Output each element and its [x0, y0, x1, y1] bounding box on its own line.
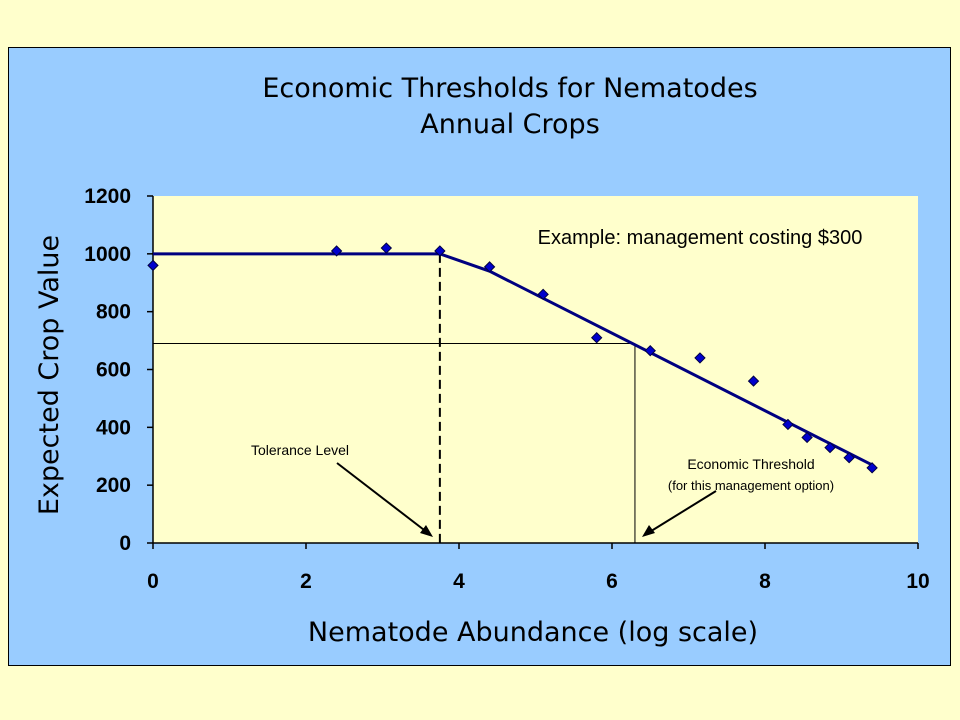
data-point-5 [537, 288, 549, 301]
y-tick-label: 400 [96, 416, 131, 439]
x-tick-label: 8 [759, 570, 771, 593]
tolerance-label: Tolerance Level [251, 442, 349, 458]
y-tick-label: 200 [96, 474, 131, 497]
chart-title: Economic Thresholds for Nematodes [262, 73, 757, 104]
data-point-2 [380, 242, 393, 254]
y-axis-title: Expected Crop Value [34, 235, 65, 515]
annotation-arrows [336, 462, 717, 537]
data-point-14 [866, 462, 878, 474]
tolerance-arrow [336, 462, 429, 534]
y-tick-label: 0 [119, 532, 131, 555]
data-point-12 [824, 441, 836, 454]
chart-subtitle: Annual Crops [420, 109, 600, 140]
y-tick-label: 800 [96, 301, 131, 324]
example-annotation: Example: management costing $300 [538, 227, 863, 249]
y-tick-label: 1000 [84, 243, 131, 266]
data-point-4 [483, 261, 496, 273]
data-point-10 [782, 418, 794, 431]
data-point-1 [330, 245, 343, 257]
data-point-11 [801, 431, 813, 444]
y-tick-label: 600 [96, 359, 131, 382]
threshold-arrowhead-icon [642, 525, 655, 537]
threshold-note: (for this management option) [668, 478, 834, 493]
threshold-label: Economic Threshold [687, 456, 814, 472]
x-axis-title: Nematode Abundance (log scale) [308, 617, 758, 648]
x-tick-label: 2 [300, 570, 312, 593]
data-point-13 [843, 451, 855, 464]
data-point-0 [147, 259, 159, 272]
threshold-arrow [647, 490, 717, 534]
data-point-7 [644, 344, 656, 357]
data-point-9 [747, 375, 760, 387]
x-tick-label: 10 [906, 570, 929, 593]
tolerance-arrowhead-icon [420, 525, 433, 537]
data-point-8 [694, 352, 706, 364]
x-tick-label: 4 [453, 570, 465, 593]
data-point-3 [434, 245, 446, 257]
data-point-6 [590, 331, 603, 344]
x-tick-label: 0 [147, 570, 159, 593]
y-tick-label: 1200 [84, 185, 131, 208]
fit-line [153, 252, 873, 467]
x-tick-label: 6 [606, 570, 618, 593]
